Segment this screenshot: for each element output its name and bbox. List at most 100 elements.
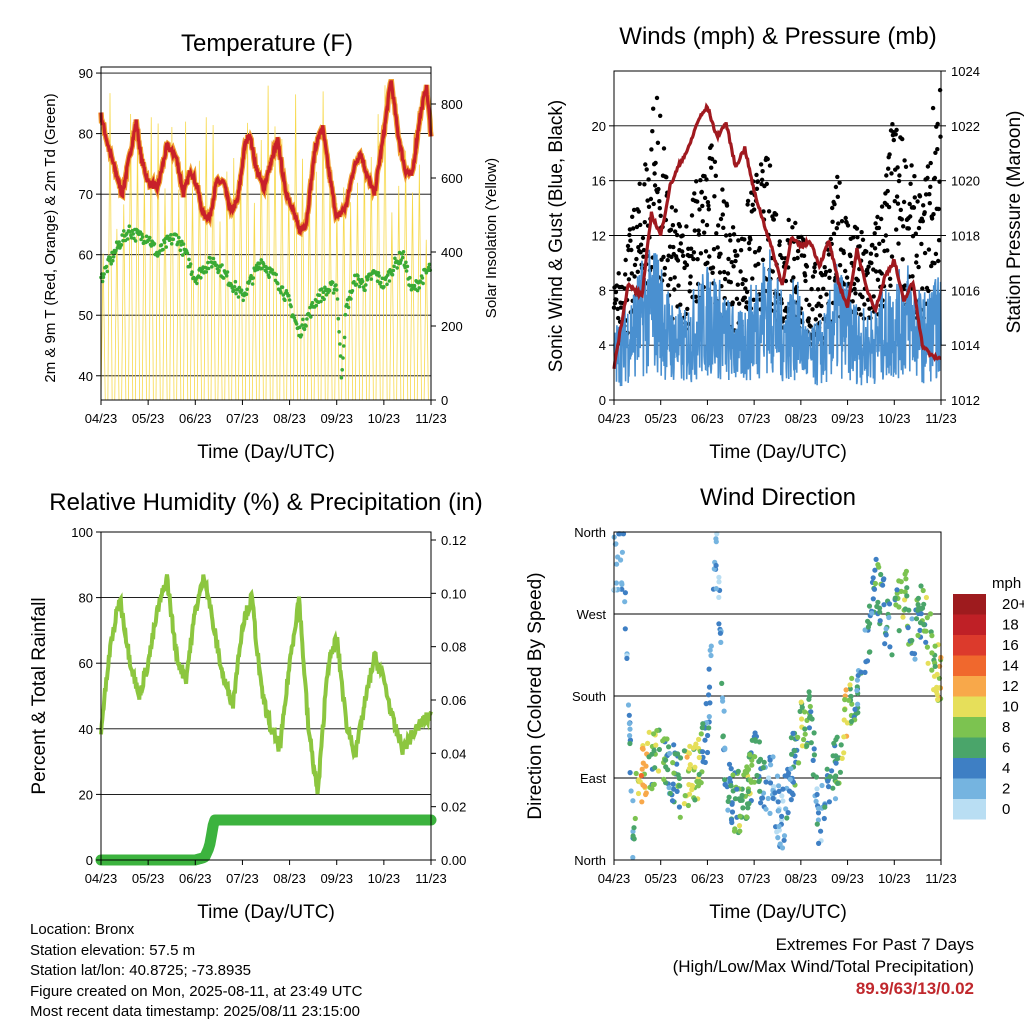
temperature-frame [100, 66, 432, 401]
gust-point [936, 258, 941, 264]
direction-point [713, 586, 719, 592]
gust-point [812, 269, 818, 274]
x-tick-label-4: 08/23 [785, 411, 818, 426]
x-tick-label-6: 10/23 [368, 411, 401, 426]
gust-point [746, 240, 752, 246]
gust-point [855, 278, 860, 283]
direction-point [706, 725, 712, 731]
gust-point [871, 294, 876, 299]
gust-point [791, 275, 796, 280]
gust-point [804, 297, 809, 302]
y-tick-label-0: North [574, 853, 606, 868]
x-tick-label-3: 07/23 [738, 871, 771, 886]
dewpoint-point [117, 240, 121, 244]
direction-point [692, 797, 698, 803]
direction-point [613, 580, 620, 586]
x-tick-label-1: 05/23 [644, 871, 677, 886]
gust-point [643, 162, 648, 167]
gust-point [614, 297, 619, 302]
gust-point [737, 301, 742, 306]
gust-point [714, 231, 719, 236]
gust-point [888, 283, 893, 288]
temperature-ylabel-right: Solar Insolation (Yellow) [483, 158, 500, 318]
gust-point [793, 220, 798, 226]
gust-point [687, 289, 692, 294]
gust-point [638, 250, 643, 255]
gust-point [804, 264, 810, 269]
direction-point [690, 745, 697, 751]
direction-point [904, 593, 910, 599]
gust-point [722, 296, 727, 301]
x-tick-label-0: 04/23 [85, 411, 118, 426]
dewpoint-point [279, 290, 283, 295]
gust-point [646, 177, 651, 182]
direction-point [909, 637, 915, 644]
direction-point [622, 626, 628, 632]
direction-point [787, 776, 793, 783]
direction-point [808, 709, 814, 715]
x-tick-label-7: 11/23 [925, 411, 957, 426]
gust-point [884, 173, 889, 178]
direction-point [816, 840, 822, 847]
direction-point [813, 798, 819, 805]
gust-point [801, 253, 807, 258]
direction-point [923, 594, 930, 601]
gust-point [692, 228, 697, 233]
direction-point [625, 702, 632, 708]
direction-point [877, 609, 883, 615]
gust-point [889, 254, 895, 259]
gust-point [761, 209, 766, 214]
gust-point [920, 219, 925, 224]
station-elevation: Station elevation: 57.5 m [30, 941, 196, 959]
direction-point [661, 776, 667, 783]
direction-point [852, 706, 858, 713]
gust-point [927, 192, 932, 197]
gust-point [699, 189, 704, 195]
dewpoint-point [393, 256, 397, 261]
dewpoint-point [206, 266, 211, 271]
gust-point [656, 186, 661, 192]
y2-tick-label-3: 1018 [951, 229, 980, 244]
gust-point [760, 169, 765, 174]
dewpoint-point [251, 276, 256, 280]
direction-point [933, 689, 940, 695]
legend-label-4: 12 [1002, 678, 1019, 695]
direction-point [798, 699, 804, 705]
direction-point [815, 817, 822, 823]
direction-point [752, 730, 758, 736]
gust-point [835, 194, 840, 199]
dewpoint-point [300, 323, 304, 327]
direction-point [665, 767, 671, 773]
dewpoint-point [314, 303, 319, 308]
gust-point [837, 180, 842, 185]
direction-point [667, 790, 673, 797]
direction-point [900, 614, 906, 620]
direction-point [839, 755, 845, 762]
dewpoint-point [162, 240, 167, 245]
direction-point [788, 797, 794, 803]
direction-point [810, 757, 816, 764]
direction-point [722, 781, 728, 788]
gust-point [875, 277, 881, 282]
station-location: Location: Bronx [30, 921, 135, 938]
direction-point [700, 721, 706, 727]
gust-point [833, 184, 839, 190]
gust-point [758, 162, 764, 167]
direction-point [728, 817, 735, 823]
dewpoint-point [260, 266, 264, 271]
gust-point [910, 274, 915, 279]
gust-point [725, 271, 731, 276]
direction-point [929, 667, 935, 673]
gust-point [815, 287, 821, 292]
gust-point [735, 253, 740, 258]
dewpoint-point [283, 298, 287, 303]
dewpoint-point [109, 262, 113, 266]
gust-point [936, 238, 942, 243]
gust-point [896, 241, 901, 246]
gust-point [713, 173, 718, 178]
direction-point [917, 620, 924, 626]
dewpoint-point [412, 283, 417, 288]
direction-ylabel-left: Direction (Colored By Speed) [525, 572, 546, 819]
gust-point [661, 254, 666, 260]
gust-point [860, 237, 866, 242]
